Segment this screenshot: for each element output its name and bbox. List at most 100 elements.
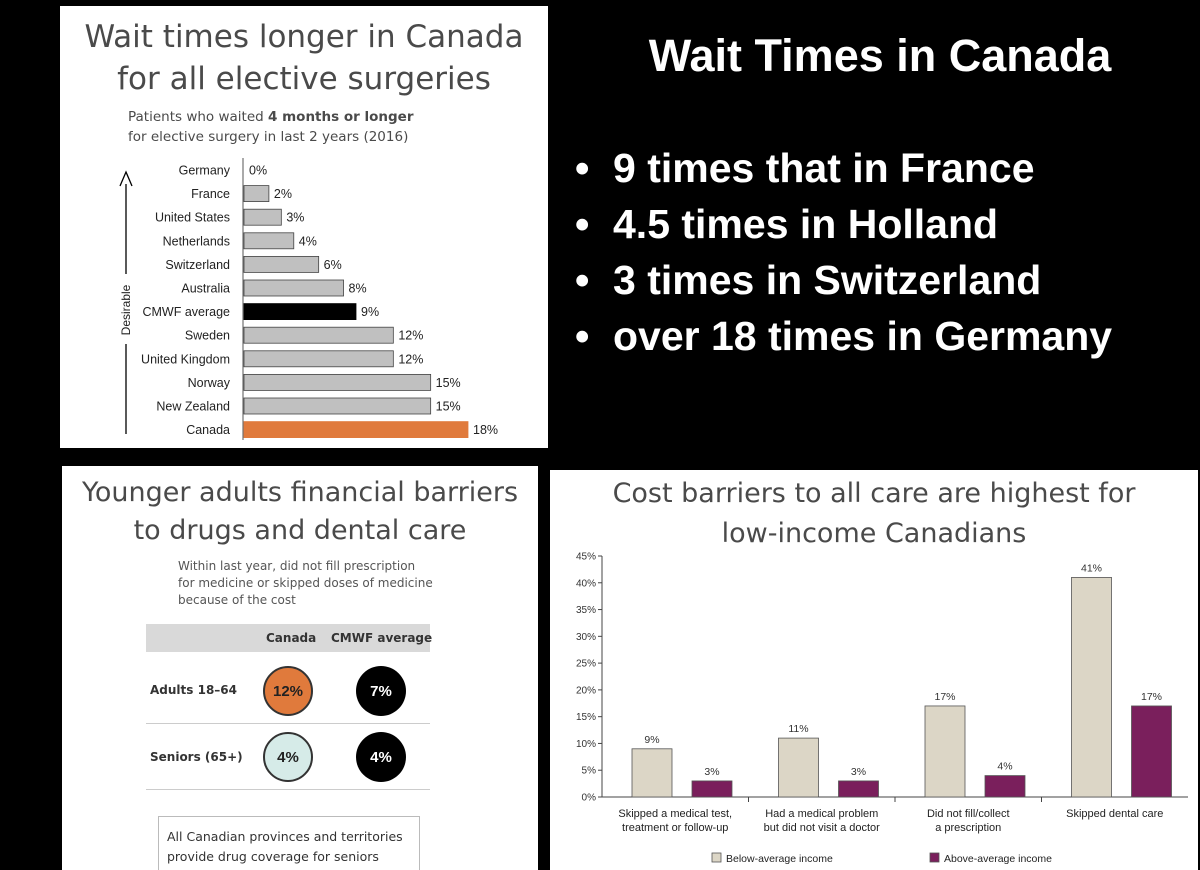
title-line-2: to drugs and dental care bbox=[133, 515, 467, 546]
row-label-seniors: Seniors (65+) bbox=[150, 750, 243, 764]
bullet-text: over 18 times in Germany bbox=[613, 313, 1113, 359]
data-label-above-average-income-2: 4% bbox=[997, 761, 1012, 773]
data-label-netherlands: 4% bbox=[299, 234, 317, 248]
bullet-dot-icon: • bbox=[575, 257, 590, 303]
title-line-1: Younger adults financial barriers bbox=[81, 477, 519, 508]
title-line-2: low-income Canadians bbox=[721, 518, 1027, 549]
bar-below-average-income-1 bbox=[778, 737, 819, 798]
bullet-dot-icon: • bbox=[575, 313, 590, 359]
bullet-item: • 9 times that in France bbox=[575, 140, 1112, 196]
bar-new-zealand bbox=[243, 397, 432, 415]
data-label-below-average-income-2: 17% bbox=[934, 691, 955, 703]
bar-below-average-income-3 bbox=[1071, 577, 1112, 798]
cost-barriers-title: Cost barriers to all care are highest fo… bbox=[550, 474, 1198, 554]
data-label-australia: 8% bbox=[349, 282, 367, 296]
wait-times-chart-panel: Wait times longer in Canada for all elec… bbox=[60, 6, 548, 448]
category-label-new-zealand: New Zealand bbox=[156, 400, 230, 414]
bar-above-average-income-2 bbox=[984, 775, 1026, 798]
data-label-germany: 0% bbox=[249, 164, 267, 178]
table-row-divider bbox=[146, 723, 430, 724]
category-label-france: France bbox=[191, 187, 230, 201]
subtitle-bold: 4 months or longer bbox=[268, 109, 414, 125]
y-tick-label-7: 35% bbox=[576, 605, 596, 616]
bar-sweden bbox=[243, 326, 394, 344]
data-label-above-average-income-3: 17% bbox=[1141, 691, 1162, 703]
bar-canada bbox=[243, 421, 469, 439]
y-tick-label-3: 15% bbox=[576, 712, 596, 723]
category-label-switzerland: Switzerland bbox=[165, 258, 230, 272]
y-tick-label-5: 25% bbox=[576, 659, 596, 670]
data-label-below-average-income-0: 9% bbox=[644, 734, 659, 746]
y-tick-label-1: 5% bbox=[582, 766, 597, 777]
bar-below-average-income-2 bbox=[924, 705, 966, 798]
data-label-cmwf-average: 9% bbox=[361, 305, 379, 319]
wait-times-chart-subtitle: Patients who waited 4 months or longer f… bbox=[128, 107, 413, 147]
subtitle-line: for medicine or skipped doses of medicin… bbox=[178, 576, 433, 590]
legend-swatch-below-average-income bbox=[711, 852, 722, 863]
data-label-sweden: 12% bbox=[398, 329, 423, 343]
category-label-canada: Canada bbox=[186, 423, 230, 437]
cost-barriers-bars: 9% 3% 11% 3% 17% 4% 41% 17% bbox=[631, 562, 1172, 798]
category-label-1-0: Had a medical problem bbox=[765, 808, 878, 820]
data-label-new-zealand: 15% bbox=[436, 400, 461, 414]
financial-barriers-subtitle: Within last year, did not fill prescript… bbox=[178, 558, 433, 609]
subtitle-line-1: Patients who waited 4 months or longer bbox=[128, 107, 413, 127]
bar-france bbox=[243, 185, 270, 203]
data-label-canada: 18% bbox=[473, 423, 498, 437]
legend-label-below-average-income: Below-average income bbox=[726, 853, 833, 865]
data-label-above-average-income-1: 3% bbox=[851, 766, 866, 778]
y-tick-label-6: 30% bbox=[576, 632, 596, 643]
subtitle-text: Patients who waited bbox=[128, 109, 269, 125]
subtitle-line-2: for elective surgery in last 2 years (20… bbox=[128, 129, 409, 145]
bar-cmwf-average bbox=[243, 303, 357, 321]
bar-united-kingdom bbox=[243, 350, 394, 368]
y-tick-label-2: 10% bbox=[576, 739, 596, 750]
category-label-australia: Australia bbox=[181, 282, 230, 296]
bullet-item: • 4.5 times in Holland bbox=[575, 196, 1112, 252]
data-label-switzerland: 6% bbox=[324, 258, 342, 272]
seniors-canada-circle: 4% bbox=[263, 732, 313, 782]
category-label-germany: Germany bbox=[179, 164, 231, 178]
category-label-sweden: Sweden bbox=[185, 329, 230, 343]
category-label-norway: Norway bbox=[188, 376, 231, 390]
category-label-2-0: Did not fill/collect bbox=[927, 808, 1010, 820]
financial-barriers-panel: Younger adults financial barriers to dru… bbox=[62, 466, 538, 870]
y-tick-label-9: 45% bbox=[576, 552, 596, 563]
adults-cmwf-circle: 7% bbox=[356, 666, 406, 716]
bullet-item: • 3 times in Switzerland bbox=[575, 252, 1112, 308]
category-label-united-kingdom: United Kingdom bbox=[141, 352, 230, 366]
category-label-0-0: Skipped a medical test, bbox=[618, 808, 732, 820]
financial-barriers-title: Younger adults financial barriers to dru… bbox=[62, 474, 538, 550]
bar-above-average-income-0 bbox=[691, 780, 733, 798]
seniors-cmwf-circle: 4% bbox=[356, 732, 406, 782]
category-label-netherlands: Netherlands bbox=[163, 234, 230, 248]
legend-swatch-above-average-income bbox=[929, 852, 940, 863]
bar-norway bbox=[243, 373, 432, 391]
bar-netherlands bbox=[243, 232, 295, 250]
bullet-dot-icon: • bbox=[575, 145, 590, 191]
legend-label-above-average-income: Above-average income bbox=[944, 853, 1052, 865]
data-label-france: 2% bbox=[274, 187, 292, 201]
y-tick-label-0: 0% bbox=[582, 793, 597, 804]
wait-times-bars: Germany 0% France 2% United States 3% Netherla… bbox=[141, 164, 498, 439]
category-label-1-1: but did not visit a doctor bbox=[764, 822, 881, 834]
subtitle-line: Within last year, did not fill prescript… bbox=[178, 559, 416, 573]
drug-coverage-note: All Canadian provinces and territories p… bbox=[158, 816, 420, 870]
wait-times-bar-chart: Desirable Germany 0% France 2% United States… bbox=[119, 158, 498, 440]
bullet-list: • 9 times that in France • 4.5 times in Ho… bbox=[575, 140, 1112, 364]
column-header-cmwf: CMWF average bbox=[331, 631, 433, 645]
desirable-label-bg bbox=[120, 274, 132, 344]
bullet-text: 9 times that in France bbox=[613, 145, 1035, 191]
table-header-bar bbox=[146, 624, 430, 652]
bullet-dot-icon: • bbox=[575, 201, 590, 247]
bullet-text: 4.5 times in Holland bbox=[613, 201, 999, 247]
adults-canada-circle: 12% bbox=[263, 666, 313, 716]
cost-barriers-panel: Cost barriers to all care are highest fo… bbox=[550, 470, 1198, 870]
subtitle-line: because of the cost bbox=[178, 593, 296, 607]
category-label-united-states: United States bbox=[155, 211, 230, 225]
bullet-text: 3 times in Switzerland bbox=[613, 257, 1042, 303]
title-line-1: Wait times longer in Canada bbox=[84, 19, 524, 55]
title-line-2: for all elective surgeries bbox=[117, 61, 491, 97]
y-tick-label-4: 20% bbox=[576, 685, 596, 696]
desirable-axis: Desirable bbox=[119, 170, 133, 434]
